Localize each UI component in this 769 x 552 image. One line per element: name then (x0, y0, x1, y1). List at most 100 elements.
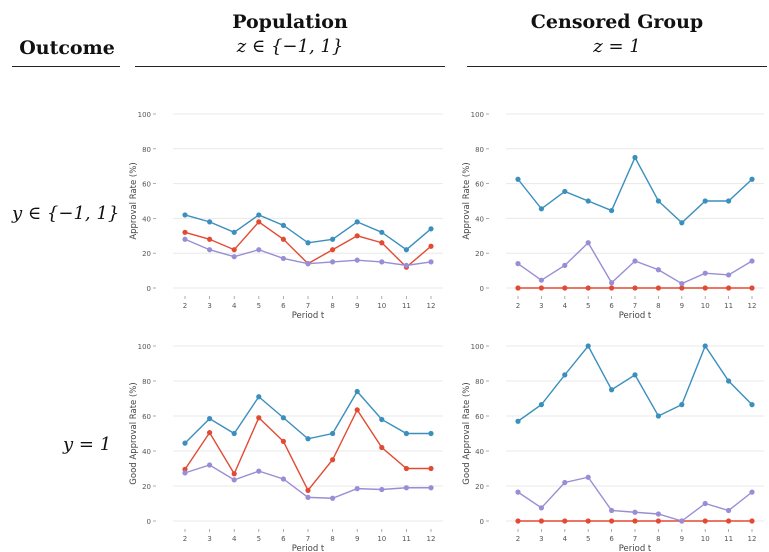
data-point (354, 257, 360, 263)
x-tick-label: 5 (257, 302, 261, 310)
x-tick-label: 12 (748, 535, 757, 543)
row-label-all: y ∈ {−1, 1} (12, 203, 120, 224)
y-tick-label: 60 (142, 181, 151, 189)
x-tick-label: 8 (656, 535, 660, 543)
data-point (726, 518, 732, 524)
data-point (702, 518, 708, 524)
y-axis-label: Good Approval Rate (%) (462, 382, 472, 484)
data-point (749, 285, 755, 291)
y-tick-label: 0 (147, 285, 151, 293)
outcome-rule (12, 66, 120, 67)
series-line (517, 344, 753, 422)
x-axis-label: Period t (619, 311, 652, 321)
x-tick-label: 2 (516, 302, 520, 310)
data-point (702, 270, 708, 276)
x-tick-label: 11 (402, 535, 411, 543)
series-line (184, 390, 431, 444)
y-tick-label: 100 (138, 111, 151, 119)
x-tick-label: 11 (402, 302, 411, 310)
x-tick-label: 10 (377, 535, 386, 543)
series-line (184, 464, 431, 499)
data-point (632, 509, 638, 515)
x-tick-label: 3 (207, 302, 211, 310)
y-tick-label: 40 (475, 448, 484, 456)
data-point (679, 281, 685, 287)
outcome-header: Outcome (19, 37, 115, 59)
data-point (726, 198, 732, 204)
x-tick-label: 12 (427, 302, 436, 310)
data-point (655, 267, 662, 273)
data-point (403, 247, 409, 253)
data-point (403, 465, 409, 472)
data-point (379, 229, 385, 235)
data-point (562, 188, 568, 195)
data-point (182, 212, 188, 218)
data-point (428, 485, 434, 491)
data-point (515, 176, 521, 182)
y-axis-label: Approval Rate (%) (462, 162, 472, 239)
data-point (515, 418, 521, 424)
y-tick-label: 40 (142, 215, 151, 223)
data-point (749, 258, 755, 264)
data-point (379, 240, 385, 246)
data-point (538, 206, 545, 212)
x-tick-label: 11 (724, 535, 733, 543)
data-point (585, 198, 591, 204)
x-tick-label: 6 (609, 302, 614, 310)
data-point (609, 285, 615, 291)
data-point (538, 277, 545, 283)
data-point (428, 430, 434, 437)
y-axis-label: Approval Rate (%) (129, 162, 139, 239)
data-point (428, 259, 434, 265)
data-point (632, 372, 638, 378)
data-point (354, 486, 360, 492)
data-point (632, 285, 638, 291)
data-point (280, 438, 286, 444)
data-point (585, 285, 591, 291)
data-point (702, 343, 708, 349)
censored-header: Censored Group (530, 11, 704, 33)
data-point (655, 413, 662, 419)
x-tick-label: 8 (330, 535, 334, 543)
y-tick-label: 100 (138, 343, 151, 351)
x-tick-label: 8 (656, 302, 660, 310)
data-point (726, 378, 732, 384)
data-point (702, 198, 708, 204)
data-point (609, 518, 615, 524)
data-point (256, 415, 262, 421)
data-point (515, 261, 521, 267)
data-point (679, 285, 685, 291)
x-axis-label: Period t (292, 544, 325, 552)
data-point (207, 430, 213, 436)
x-tick-label: 6 (281, 535, 286, 543)
y-tick-label: 60 (475, 413, 484, 421)
data-point (403, 262, 409, 268)
data-point (182, 440, 188, 446)
data-point (749, 489, 755, 495)
y-tick-label: 20 (142, 483, 151, 491)
data-point (207, 247, 213, 253)
data-point (231, 477, 237, 483)
y-tick-label: 80 (475, 146, 484, 154)
row-label-good: y = 1 (63, 434, 112, 455)
data-point (679, 402, 685, 408)
data-point (305, 240, 311, 246)
data-point (428, 226, 434, 232)
data-point (609, 280, 615, 286)
x-tick-label: 4 (232, 535, 237, 543)
data-point (330, 430, 336, 437)
y-tick-label: 40 (475, 215, 484, 223)
y-tick-label: 80 (475, 378, 484, 386)
data-point (632, 154, 638, 161)
data-point (207, 236, 213, 242)
data-point (702, 285, 708, 291)
data-point (182, 236, 188, 242)
data-point (256, 394, 262, 400)
y-tick-label: 0 (480, 285, 484, 293)
x-tick-label: 7 (306, 302, 310, 310)
x-tick-label: 4 (232, 302, 237, 310)
data-point (256, 468, 262, 474)
data-point (305, 487, 311, 493)
x-tick-label: 5 (586, 302, 590, 310)
y-tick-label: 20 (142, 250, 151, 258)
